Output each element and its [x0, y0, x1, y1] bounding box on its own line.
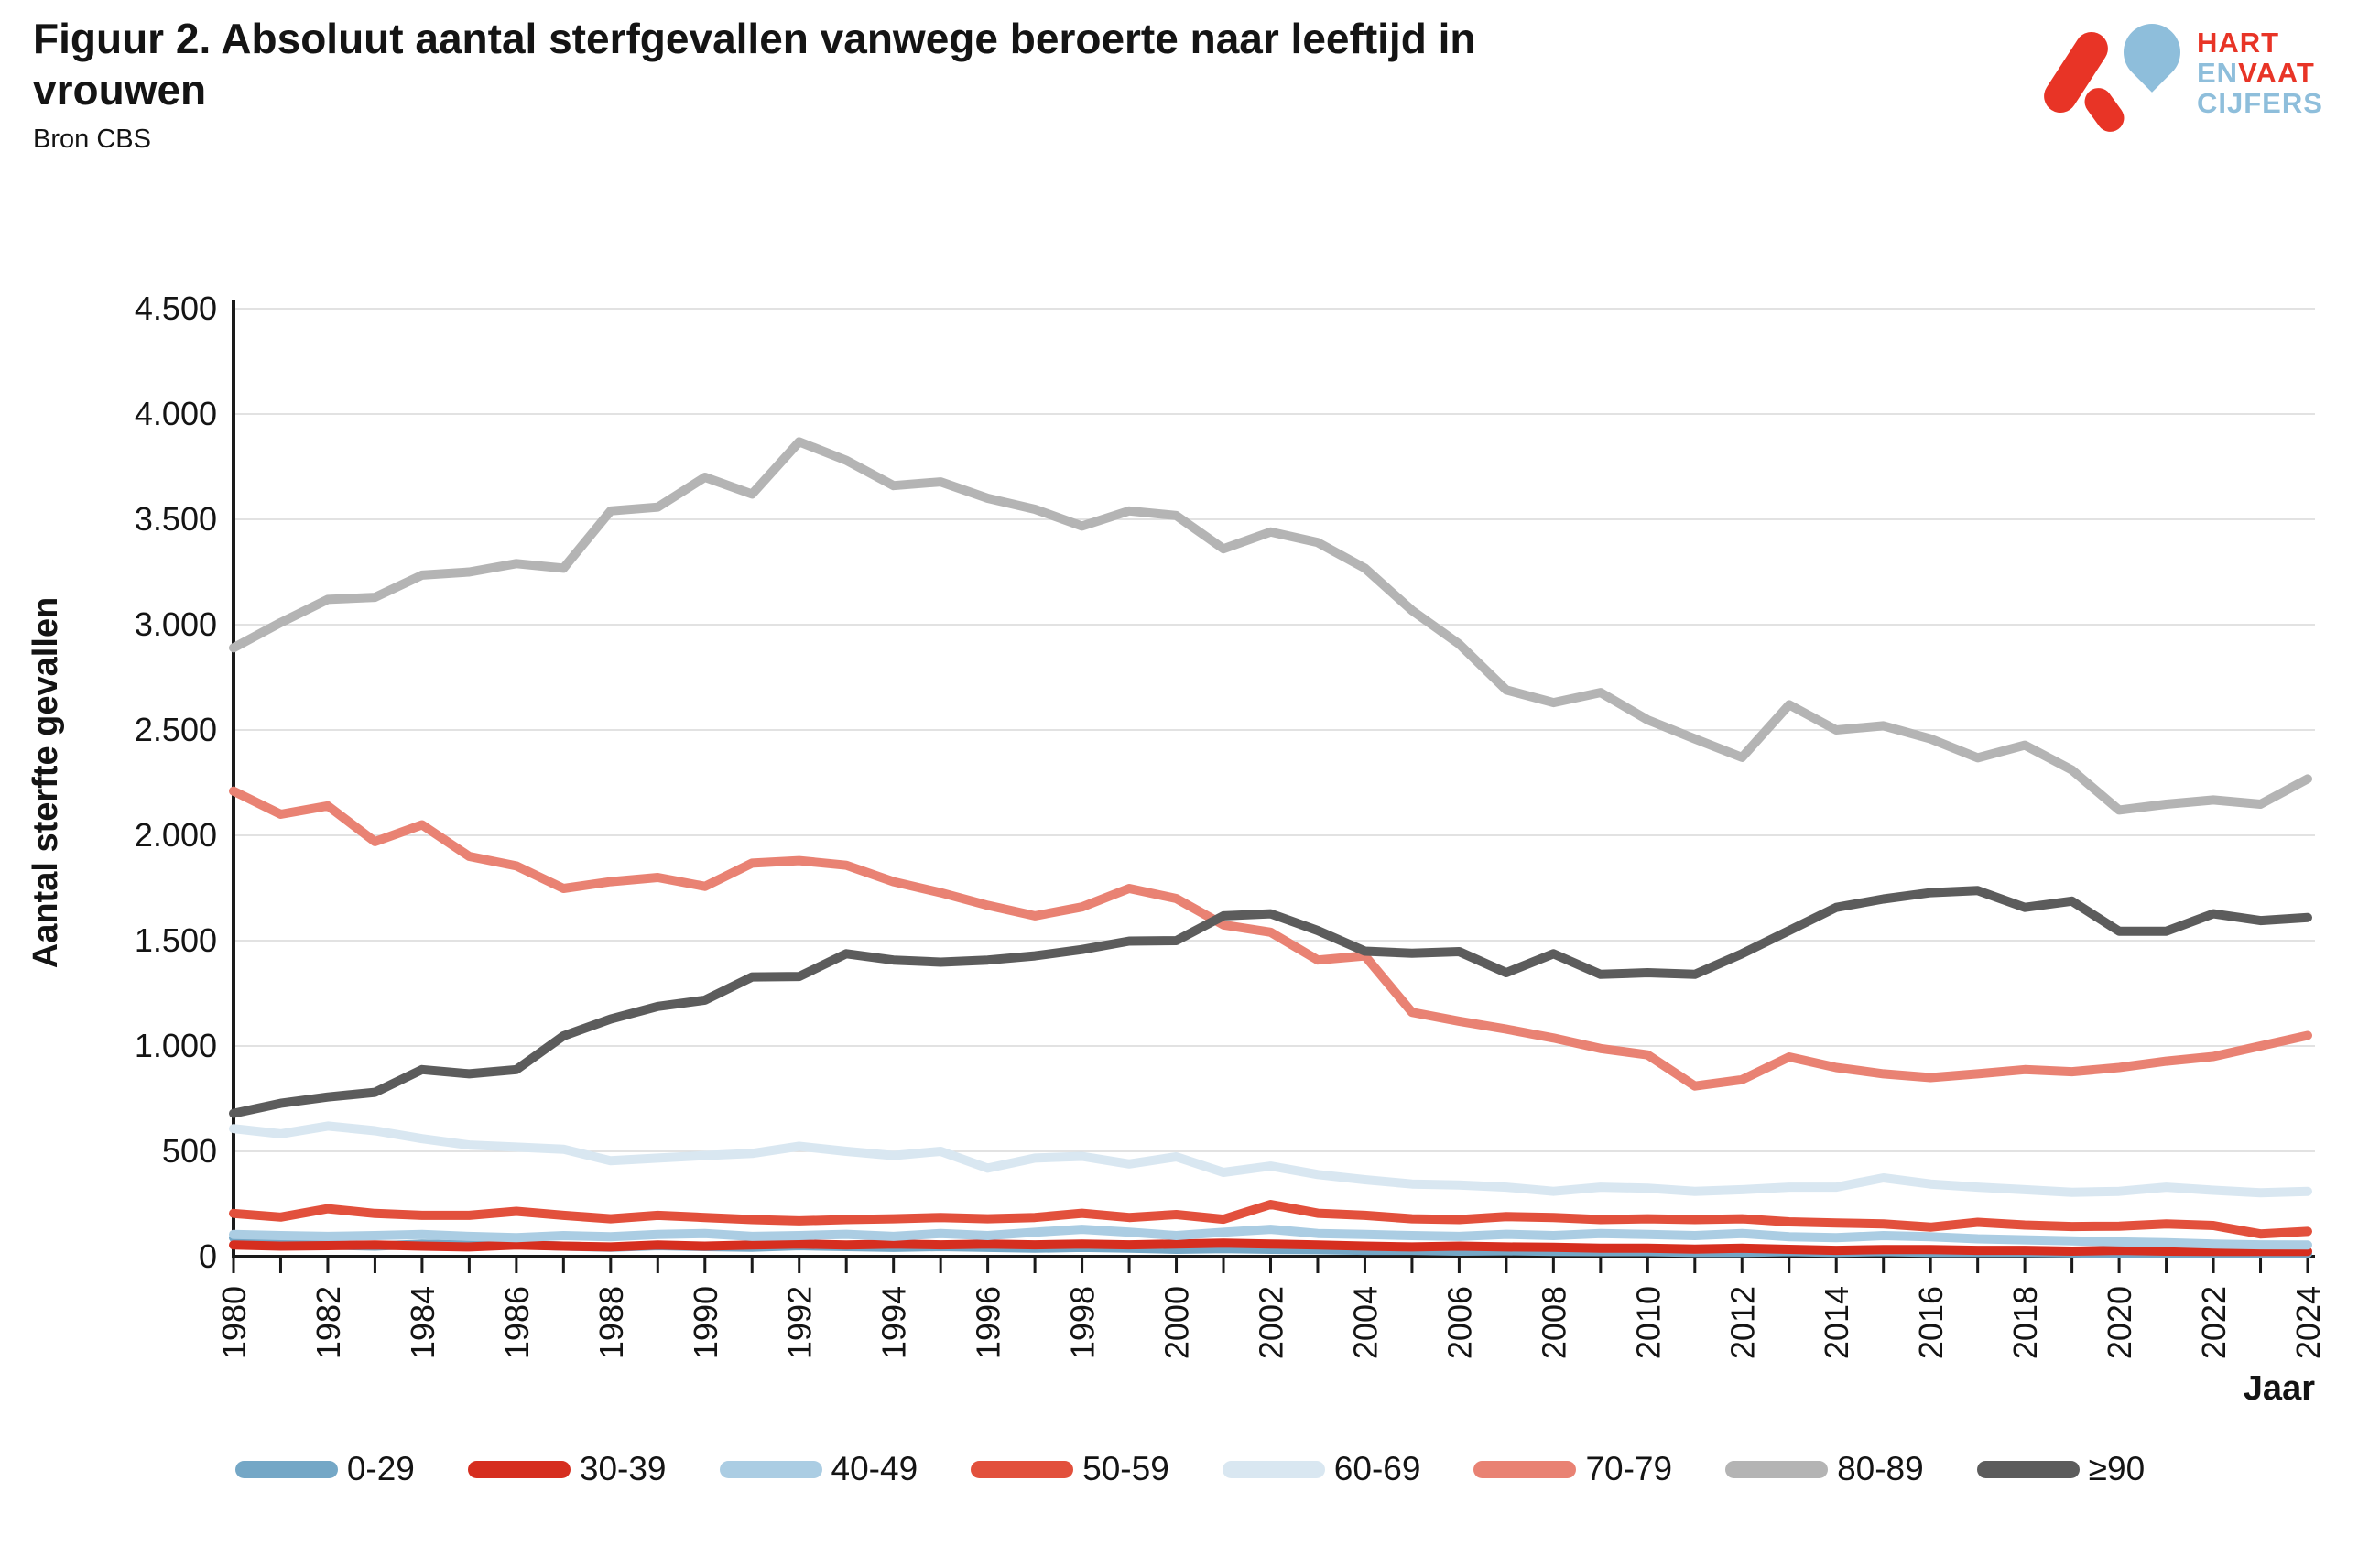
- legend-label: 80-89: [1837, 1450, 1924, 1487]
- y-tick-label: 4.000: [135, 395, 217, 432]
- y-tick-label: 4.500: [135, 289, 217, 327]
- y-axis-title: Aantal sterfte gevallen: [27, 597, 65, 968]
- logo-word-cijfers: CIJFERS: [2197, 87, 2323, 119]
- series-line-50-59: [229, 1200, 2312, 1239]
- x-tick-label: 2024: [2289, 1286, 2327, 1359]
- x-tick-label: 1990: [687, 1286, 724, 1359]
- legend-item-30-39: 30-39: [467, 1450, 667, 1488]
- legend-swatch-60-69: [1222, 1460, 1325, 1478]
- legend-swatch-ge90: [1976, 1460, 2080, 1478]
- x-tick-label: 2020: [2101, 1286, 2138, 1359]
- x-tick-label: 2004: [1346, 1286, 1384, 1359]
- x-tick-label: 2008: [1535, 1286, 1572, 1359]
- y-tick-label: 500: [162, 1132, 217, 1170]
- legend-item-0-29: 0-29: [234, 1450, 415, 1488]
- legend-swatch-70-79: [1473, 1460, 1577, 1478]
- series-line-70-79: [229, 786, 2312, 1091]
- x-tick-label: 1980: [215, 1286, 253, 1359]
- x-tick-label: 2018: [2006, 1286, 2044, 1359]
- series-line-ge90: [229, 886, 2312, 1118]
- x-tick-label: 1984: [404, 1286, 441, 1359]
- logo-word-en: EN: [2197, 57, 2239, 89]
- hartenvaatcijfers-logo: HART ENVAAT CIJFERS: [2038, 12, 2353, 154]
- series-line-30-39: [229, 1238, 2312, 1257]
- legend-swatch-80-89: [1725, 1460, 1829, 1478]
- legend-label: 30-39: [579, 1450, 667, 1487]
- legend-item-50-59: 50-59: [971, 1450, 1169, 1488]
- legend-item-ge90: ≥90: [1976, 1450, 2146, 1488]
- x-tick-label: 2010: [1629, 1286, 1667, 1359]
- y-tick-label: 2.500: [135, 711, 217, 748]
- y-tick-label: 0: [199, 1237, 217, 1275]
- source-label: Bron CBS: [33, 125, 151, 154]
- logo-wordmark: HART ENVAAT CIJFERS: [2197, 27, 2323, 118]
- x-tick-label: 1998: [1064, 1286, 1102, 1359]
- x-tick-label: 1988: [592, 1286, 630, 1359]
- legend-swatch-40-49: [719, 1460, 822, 1478]
- x-tick-label: 2012: [1723, 1286, 1761, 1359]
- x-tick-label: 1992: [781, 1286, 819, 1359]
- x-tick-label: 1996: [970, 1286, 1007, 1359]
- page-title-line1: Figuur 2. Absoluut aantal sterfgevallen …: [33, 15, 1476, 62]
- legend-item-60-69: 60-69: [1222, 1450, 1421, 1488]
- series-line-80-89: [229, 437, 2312, 815]
- x-axis-title: Jaar: [2244, 1369, 2315, 1408]
- logo-blue-droplet-icon: [2112, 12, 2192, 93]
- legend-item-70-79: 70-79: [1473, 1450, 1672, 1488]
- legend-item-40-49: 40-49: [719, 1450, 918, 1488]
- x-tick-label: 2014: [1818, 1286, 1855, 1359]
- x-tick-label: 2000: [1158, 1286, 1196, 1359]
- legend-label: 0-29: [346, 1450, 415, 1487]
- legend-swatch-30-39: [467, 1460, 571, 1478]
- legend-swatch-50-59: [971, 1460, 1074, 1478]
- x-tick-label: 2016: [1912, 1286, 1950, 1359]
- series-line-60-69: [229, 1121, 2312, 1198]
- x-tick-label: 2022: [2195, 1286, 2233, 1359]
- x-tick-label: 1982: [310, 1286, 347, 1359]
- y-tick-label: 1.000: [135, 1027, 217, 1064]
- legend-swatch-0-29: [234, 1460, 338, 1478]
- x-tick-label: 1994: [875, 1286, 913, 1359]
- page-title-line2: vrouwen: [33, 66, 207, 114]
- heart-droplet-logo-icon: [2038, 12, 2192, 137]
- y-tick-label: 3.500: [135, 500, 217, 538]
- x-tick-label: 1986: [498, 1286, 536, 1359]
- legend-item-80-89: 80-89: [1725, 1450, 1924, 1488]
- chart-legend: 0-29 30-39 40-49 50-59 60-69 70-79 80-89 ≥90: [0, 1450, 2380, 1488]
- legend-label: ≥90: [2088, 1450, 2146, 1487]
- legend-label: 70-79: [1585, 1450, 1673, 1487]
- chart-header: Figuur 2. Absoluut aantal sterfgevallen …: [33, 13, 1475, 155]
- logo-word-vaat: VAAT: [2238, 57, 2315, 89]
- y-tick-label: 1.500: [135, 921, 217, 959]
- logo-word-hart: HART: [2197, 27, 2280, 59]
- x-tick-label: 2002: [1253, 1286, 1290, 1359]
- x-tick-label: 2006: [1440, 1286, 1478, 1359]
- legend-label: 40-49: [831, 1450, 918, 1487]
- y-tick-label: 3.000: [135, 605, 217, 643]
- legend-label: 50-59: [1082, 1450, 1169, 1487]
- legend-label: 60-69: [1333, 1450, 1421, 1487]
- y-tick-label: 2.000: [135, 816, 217, 854]
- logo-red-stroke-2: [2079, 82, 2130, 137]
- series-line-40-49: [229, 1225, 2312, 1250]
